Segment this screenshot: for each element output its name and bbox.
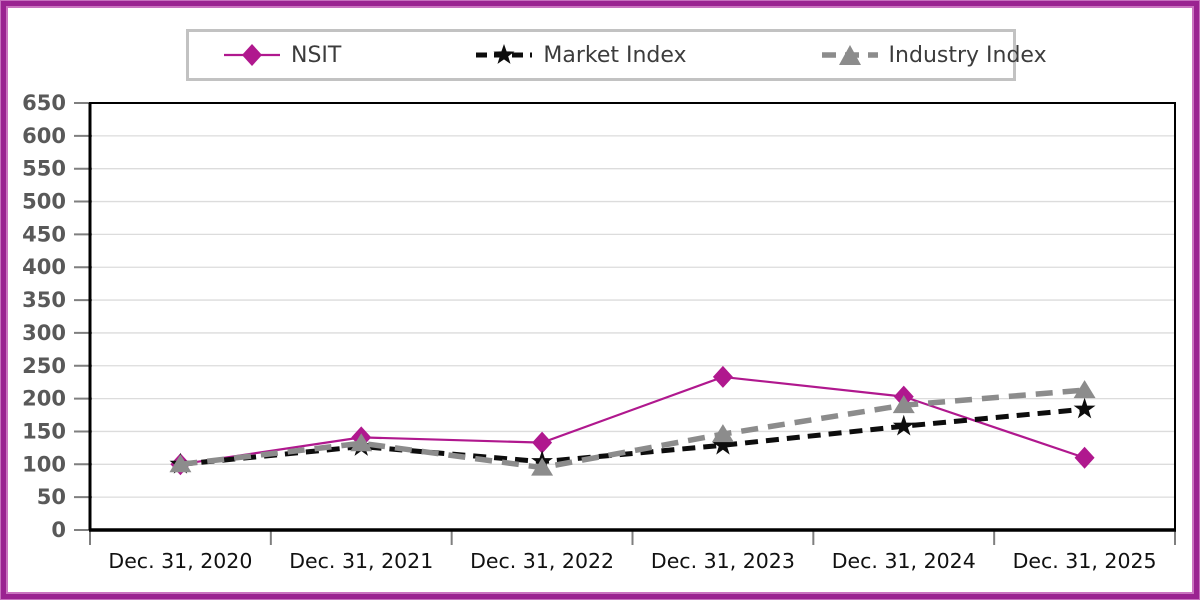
x-tick-label: Dec. 31, 2021	[289, 549, 433, 573]
legend-label-nsit: NSIT	[291, 42, 342, 68]
y-tick-label: 150	[22, 419, 66, 443]
market-index-star-legend-icon	[476, 44, 533, 64]
y-tick-label: 500	[22, 190, 66, 214]
triangle-marker-industry-index	[711, 424, 734, 443]
y-tick-label: 350	[22, 288, 66, 312]
legend-label-industry-index: Industry Index	[888, 42, 1047, 68]
legend: NSIT Market Index Industry Index	[186, 29, 1047, 81]
industry-index-triangle-legend-icon	[821, 45, 878, 65]
y-tick-label: 650	[22, 91, 66, 115]
series-line-nsit	[180, 375, 1085, 466]
y-tick-label: 300	[22, 321, 66, 345]
y-tick-label: 250	[22, 354, 66, 378]
y-tick-label: 200	[22, 387, 66, 411]
diamond-marker-nsit	[1074, 446, 1095, 469]
y-tick-label: 100	[22, 452, 66, 476]
legend-item-nsit: NSIT	[223, 42, 341, 68]
y-tick-label: 450	[22, 222, 66, 246]
plot-border	[89, 102, 1176, 531]
series-line-market-index	[180, 406, 1085, 467]
star-marker-market-index	[1073, 397, 1096, 419]
x-tick-label: Dec. 31, 2024	[832, 549, 976, 573]
star-marker-market-index	[892, 414, 915, 436]
legend-label-market-index: Market Index	[543, 42, 687, 68]
diamond-marker-nsit	[712, 365, 733, 388]
triangle-marker-industry-index	[892, 395, 915, 414]
triangle-marker-industry-index	[169, 454, 192, 473]
series-line-industry-index	[180, 387, 1085, 471]
legend-item-market-index: Market Index	[475, 42, 687, 68]
triangle-marker-industry-index	[531, 457, 554, 476]
triangle-marker-industry-index	[350, 433, 373, 452]
x-tick-label: Dec. 31, 2020	[108, 549, 252, 573]
legend-item-industry-index: Industry Index	[821, 42, 1047, 68]
y-tick-label: 400	[22, 255, 66, 279]
x-tick-label: Dec. 31, 2022	[470, 549, 614, 573]
y-tick-label: 0	[51, 518, 66, 542]
nsit-diamond-legend-icon	[224, 44, 280, 66]
y-tick-label: 50	[37, 485, 66, 509]
star-marker-market-index	[712, 433, 734, 455]
triangle-marker-industry-index	[1073, 380, 1096, 399]
x-tick-label: Dec. 31, 2025	[1013, 549, 1157, 573]
y-tick-label: 550	[22, 157, 66, 181]
diamond-marker-nsit	[532, 431, 553, 454]
x-tick-label: Dec. 31, 2023	[651, 549, 795, 573]
y-tick-label: 600	[22, 124, 66, 148]
